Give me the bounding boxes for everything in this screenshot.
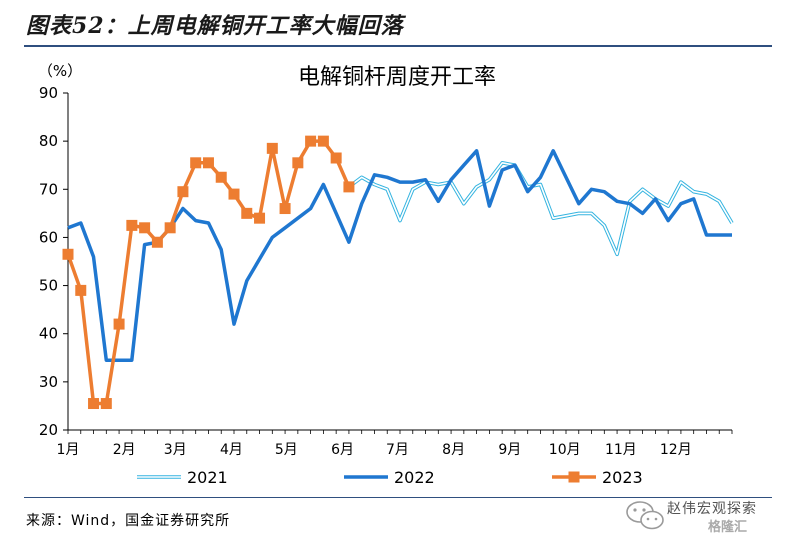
y-tick-label: 20 bbox=[39, 421, 58, 439]
series-line-inner-2021 bbox=[348, 162, 733, 256]
data-point-2023 bbox=[228, 188, 240, 200]
legend-item-2022: 2022 bbox=[344, 468, 435, 487]
y-tick-label: 70 bbox=[39, 180, 58, 198]
watermark: 赵伟宏观探索 格隆汇 bbox=[612, 494, 787, 540]
data-point-2023 bbox=[241, 207, 253, 219]
legend-label: 2021 bbox=[187, 468, 228, 487]
series-2021 bbox=[347, 161, 734, 257]
y-tick-label: 90 bbox=[39, 84, 58, 102]
wechat-icon bbox=[626, 501, 664, 530]
bottom-rule bbox=[24, 497, 772, 498]
data-point-2023 bbox=[343, 181, 355, 193]
figure-title: 图表52：上周电解铜开工率大幅回落 bbox=[26, 13, 404, 39]
data-point-2023 bbox=[113, 318, 125, 330]
series-line-2023 bbox=[66, 139, 351, 406]
data-point-2023 bbox=[305, 135, 317, 147]
data-point-2023 bbox=[126, 219, 138, 231]
x-tick-label: 6月 bbox=[331, 442, 354, 458]
chart-title: 电解铜杆周度开工率 bbox=[298, 65, 496, 90]
y-axis-unit-label: （%） bbox=[38, 62, 82, 80]
watermark-sub-text: 格隆汇 bbox=[708, 520, 748, 535]
legend-item-2023: 2023 bbox=[552, 468, 643, 487]
series-2023 bbox=[62, 135, 355, 410]
legend-marker bbox=[568, 471, 580, 483]
data-point-2023 bbox=[88, 398, 100, 410]
data-point-2023 bbox=[75, 284, 87, 296]
data-point-2023 bbox=[202, 157, 214, 169]
x-tick-label: 7月 bbox=[386, 442, 409, 458]
x-tick-label: 12月 bbox=[660, 442, 692, 458]
data-point-2023 bbox=[139, 222, 151, 234]
axes: 20 30 40 50 60 70 80 90 1月 2月 3月 4月 5月 6月 7月 8月 9月 10月 11月… bbox=[39, 84, 733, 458]
y-tick-label: 80 bbox=[39, 132, 58, 150]
data-point-2023 bbox=[164, 222, 176, 234]
y-tick-label: 40 bbox=[39, 325, 58, 343]
y-tick-label: 60 bbox=[39, 228, 58, 246]
series-2022 bbox=[67, 149, 732, 362]
top-rule bbox=[24, 45, 772, 47]
legend-item-2021: 2021 bbox=[137, 468, 228, 487]
series-layer bbox=[62, 135, 734, 410]
data-point-2023 bbox=[100, 398, 112, 410]
legend-label: 2022 bbox=[394, 468, 435, 487]
data-point-2023 bbox=[292, 157, 304, 169]
legend: 2021 2022 2023 bbox=[137, 468, 643, 487]
x-tick-label: 4月 bbox=[220, 442, 243, 458]
watermark-text: 赵伟宏观探索 bbox=[667, 501, 757, 517]
y-tick-label: 50 bbox=[39, 277, 58, 295]
data-point-2023 bbox=[330, 152, 342, 164]
x-tick-label: 2月 bbox=[113, 442, 136, 458]
x-tick-label: 10月 bbox=[549, 442, 581, 458]
x-tick-label: 9月 bbox=[498, 442, 521, 458]
series-line-2022 bbox=[67, 149, 732, 362]
data-point-2023 bbox=[151, 236, 163, 248]
x-tick-label: 1月 bbox=[57, 442, 80, 458]
data-point-2023 bbox=[254, 212, 266, 224]
data-point-2023 bbox=[279, 203, 291, 215]
x-tick-label: 5月 bbox=[275, 442, 298, 458]
source-note: 来源：Wind，国金证券研究所 bbox=[26, 513, 231, 529]
y-tick-label: 30 bbox=[39, 373, 58, 391]
legend-label: 2023 bbox=[602, 468, 643, 487]
data-point-2023 bbox=[62, 248, 74, 260]
data-point-2023 bbox=[266, 142, 278, 154]
data-point-2023 bbox=[215, 171, 227, 183]
data-point-2023 bbox=[190, 157, 202, 169]
x-tick-label: 8月 bbox=[442, 442, 465, 458]
x-tick-label: 3月 bbox=[164, 442, 187, 458]
data-point-2023 bbox=[177, 186, 189, 198]
x-tick-label: 11月 bbox=[605, 442, 637, 458]
data-point-2023 bbox=[317, 135, 329, 147]
